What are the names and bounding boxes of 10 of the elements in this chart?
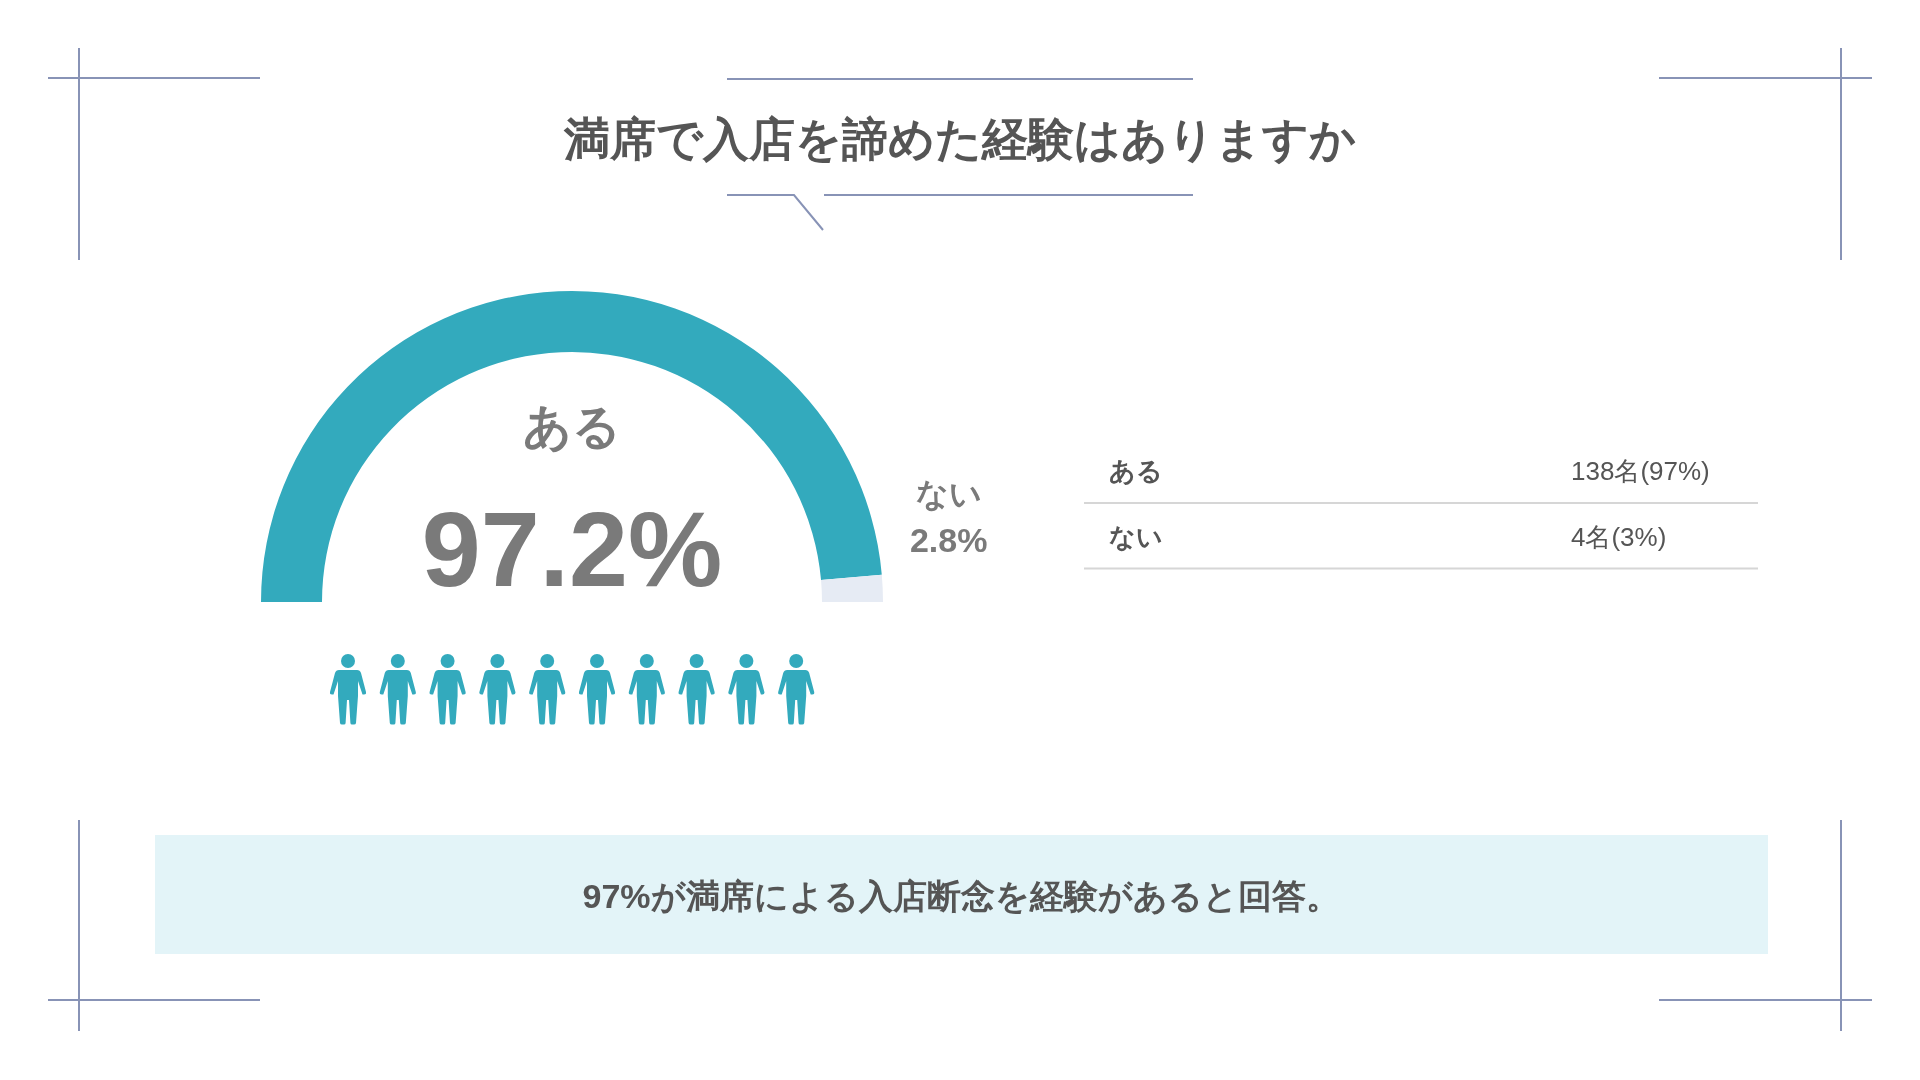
text: 4名(3%) [1571, 522, 1667, 552]
data-label: 97.2% [421, 490, 723, 608]
slice-label: ある [1109, 456, 1163, 486]
slice-label: ない [915, 476, 982, 513]
text: 138名(97%) [1571, 456, 1710, 486]
chart-title: 満席で入店を諦めた経験はありますか [563, 113, 1356, 165]
slice-label: ある [523, 400, 621, 453]
data-label: 2.8% [909, 521, 988, 560]
text: 97%が満席による入店断念を経験があると回答。 [582, 877, 1340, 915]
category-label: ない [1109, 522, 1163, 552]
